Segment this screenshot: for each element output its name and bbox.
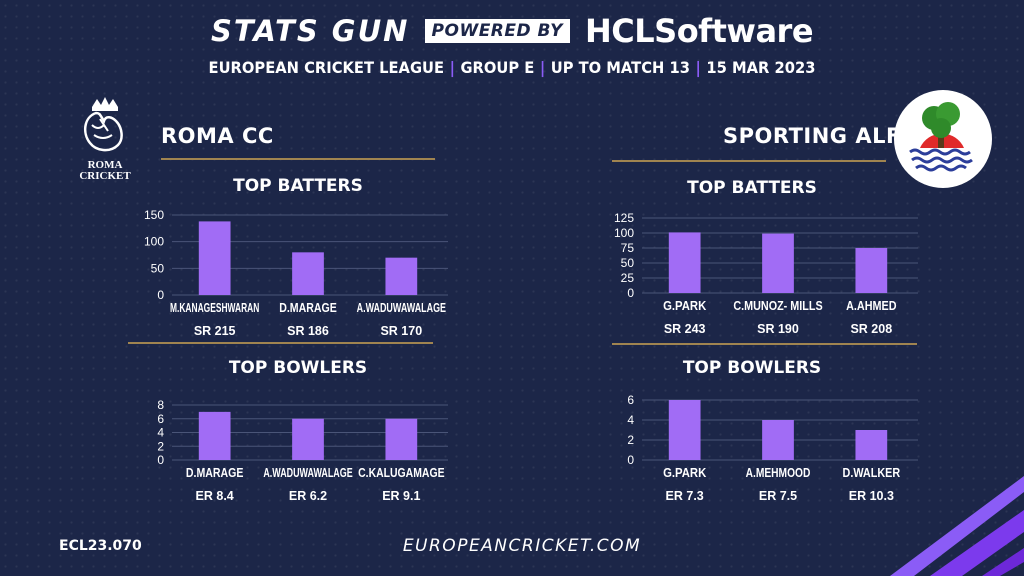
y-tick-label: 0 [157, 453, 164, 467]
website-link[interactable]: EUROPEANCRICKET.COM [402, 536, 642, 556]
x-category-label: A.WADUWAWALAGE [263, 466, 352, 480]
y-tick-label: 125 [614, 211, 634, 225]
y-tick-label: 0 [627, 453, 634, 467]
y-tick-label: 25 [621, 271, 635, 285]
y-tick-label: 0 [627, 286, 634, 300]
rate-label: SR 186 [287, 324, 329, 338]
y-tick-label: 50 [151, 261, 165, 275]
roma-logo-text: ROMA CRICKET [79, 159, 131, 182]
bar [292, 418, 324, 460]
lion-crest-icon [83, 97, 123, 152]
left-section-divider [128, 342, 433, 344]
rate-label: ER 7.3 [666, 489, 704, 503]
y-tick-label: 8 [157, 398, 164, 412]
rate-label: ER 10.3 [849, 489, 894, 503]
rate-label: ER 9.1 [382, 489, 420, 503]
y-tick-label: 50 [621, 256, 635, 270]
x-category-label: A.MEHMOOD [746, 466, 811, 480]
right-bowlers-title: TOP BOWLERS [682, 358, 822, 378]
y-tick-label: 0 [157, 288, 164, 302]
rate-label: SR 215 [194, 324, 236, 338]
x-category-label: D.MARAGE [186, 466, 244, 480]
tree-island-icon [909, 102, 973, 172]
brand-title: STATS GUN [210, 14, 410, 48]
bar [668, 400, 701, 460]
y-tick-label: 6 [157, 412, 164, 426]
right-title-underline [612, 160, 886, 162]
subtitle-bar: EUROPEAN CRICKET LEAGUE | GROUP E | UP TO MA… [208, 58, 816, 77]
y-tick-label: 2 [157, 439, 164, 453]
y-tick-label: 4 [157, 426, 164, 440]
header-title: STATS GUN POWERED BY HCLSoftware [0, 12, 1024, 50]
roma-cricket-logo: ROMA CRICKET [70, 95, 140, 182]
x-category-label: G.PARK [663, 466, 706, 480]
alfas-bowlers-chart: 0 2 4 6 G.PARK ER 7.3 A.MEHMOOD ER 7.5 D.WALKER E… [627, 393, 918, 503]
y-tick-label: 6 [627, 393, 634, 407]
bar [762, 420, 794, 460]
y-tick-label: 100 [144, 235, 164, 249]
bar [385, 257, 418, 295]
bar [855, 430, 888, 460]
bar [198, 221, 231, 295]
bar [855, 248, 888, 293]
rate-label: SR 170 [380, 324, 422, 338]
bar [385, 418, 418, 460]
y-tick-label: 100 [614, 226, 634, 240]
bar [198, 411, 231, 460]
sponsor-logo-text: HCLSoftware [584, 12, 814, 50]
league-name: EUROPEAN CRICKET LEAGUE [208, 58, 445, 77]
left-team-name: ROMA CC [161, 124, 274, 148]
left-bowlers-title: TOP BOWLERS [228, 358, 368, 378]
x-category-label: M.KANAGESHWARAN [170, 301, 259, 315]
right-batters-title: TOP BATTERS [687, 178, 817, 198]
group-label: GROUP E [460, 58, 535, 77]
x-category-label: A.AHMED [846, 299, 896, 313]
rate-label: ER 7.5 [759, 489, 797, 503]
y-tick-label: 75 [621, 241, 635, 255]
x-category-label: C.MUNOZ- MILLS [733, 299, 822, 313]
left-batters-title: TOP BATTERS [233, 176, 363, 196]
x-category-label: A.WADUWAWALAGE [357, 301, 446, 315]
date-label: 15 MAR 2023 [706, 58, 816, 77]
rate-label: ER 8.4 [196, 489, 234, 503]
bar [762, 233, 794, 293]
roma-batters-chart: 0 50 100 150 M.KANAGESHWARAN SR 215 D.MARAGE SR… [144, 208, 448, 338]
x-category-label: D.WALKER [843, 466, 901, 480]
y-tick-label: 150 [144, 208, 164, 222]
rate-label: SR 243 [664, 322, 706, 336]
bar [668, 232, 701, 293]
bar [292, 252, 324, 295]
powered-by-badge: POWERED BY [424, 19, 570, 43]
x-category-label: G.PARK [663, 299, 706, 313]
rate-label: ER 6.2 [289, 489, 327, 503]
sporting-alfas-logo [894, 90, 992, 188]
graphic-code: ECL23.070 [59, 538, 142, 554]
right-section-divider [612, 343, 917, 345]
rate-label: SR 190 [757, 322, 799, 336]
corner-stripes-decoration [890, 476, 1024, 576]
y-tick-label: 2 [627, 433, 634, 447]
x-category-label: C.KALUGAMAGE [358, 466, 444, 480]
y-tick-label: 4 [627, 413, 634, 427]
x-category-label: D.MARAGE [279, 301, 337, 315]
left-title-underline [161, 158, 435, 160]
rate-label: SR 208 [850, 322, 892, 336]
match-label: UP TO MATCH 13 [550, 58, 690, 77]
